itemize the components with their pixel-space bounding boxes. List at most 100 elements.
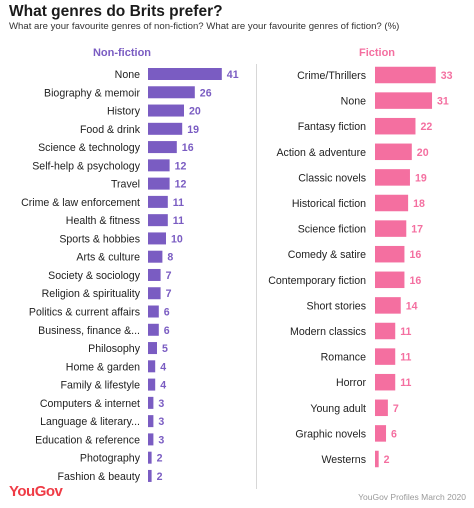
bar	[375, 66, 436, 84]
value-label: 7	[166, 288, 172, 300]
category-label: Photography	[80, 453, 141, 465]
panel-divider	[256, 64, 257, 489]
value-label: 2	[384, 454, 390, 466]
category-label: Fantasy fiction	[298, 121, 366, 133]
category-label: Crime/Thrillers	[297, 70, 366, 82]
yougov-logo: YouGov	[9, 483, 63, 500]
bar	[375, 245, 405, 263]
value-label: 4	[160, 380, 166, 392]
value-label: 3	[158, 416, 164, 428]
category-label: Health & fitness	[66, 215, 140, 227]
fiction-panel: Fiction Crime/Thrillers 33 None 31 Fantasy fi…	[268, 47, 453, 468]
category-label: Young adult	[310, 403, 366, 415]
bar	[148, 232, 166, 245]
value-label: 11	[173, 197, 184, 209]
bar	[375, 143, 412, 161]
bar	[148, 122, 183, 135]
value-label: 11	[400, 352, 411, 364]
bar	[148, 104, 184, 117]
category-label: Short stories	[307, 300, 366, 312]
bar	[148, 177, 170, 190]
value-label: 16	[182, 142, 194, 154]
category-label: Society & sociology	[48, 270, 141, 282]
category-label: Sports & hobbies	[59, 233, 140, 245]
category-label: Business, finance &...	[38, 325, 140, 337]
bar	[148, 323, 159, 336]
category-label: Comedy & satire	[288, 249, 366, 261]
bar	[375, 92, 433, 109]
value-label: 3	[158, 398, 164, 410]
chart-title: What genres do Brits prefer?	[9, 3, 223, 20]
category-label: Science fiction	[298, 224, 366, 236]
category-label: Modern classics	[290, 326, 366, 338]
value-label: 6	[164, 307, 170, 319]
category-label: Food & drink	[80, 124, 141, 136]
value-label: 20	[417, 147, 429, 159]
value-label: 20	[189, 106, 201, 118]
category-label: Graphic novels	[295, 428, 366, 440]
category-label: Historical fiction	[292, 198, 366, 210]
value-label: 12	[175, 160, 187, 172]
category-label: None	[115, 69, 140, 81]
bar	[148, 451, 152, 464]
bar	[148, 250, 163, 263]
value-label: 12	[175, 179, 187, 191]
value-label: 26	[200, 87, 212, 99]
value-label: 8	[167, 252, 173, 264]
bar	[148, 342, 157, 355]
bar	[148, 378, 156, 391]
value-label: 17	[411, 224, 423, 236]
value-label: 6	[391, 428, 397, 440]
category-label: None	[341, 96, 366, 108]
bar	[148, 86, 195, 99]
category-label: Politics & current affairs	[29, 307, 140, 319]
category-label: Science & technology	[38, 142, 141, 154]
bar	[148, 415, 154, 428]
value-label: 5	[162, 343, 168, 355]
value-label: 11	[400, 326, 411, 338]
category-label: Travel	[111, 179, 140, 191]
value-label: 2	[157, 453, 163, 465]
chart-subtitle: What are your favourite genres of non-fi…	[9, 21, 400, 32]
value-label: 16	[409, 275, 421, 287]
value-label: 14	[406, 300, 418, 312]
category-label: Computers & internet	[40, 398, 140, 410]
value-label: 11	[400, 377, 411, 389]
bar	[148, 141, 177, 154]
bar	[148, 433, 154, 446]
category-label: Fashion & beauty	[58, 471, 141, 483]
bar	[375, 169, 410, 186]
value-label: 33	[441, 70, 453, 82]
category-label: Family & lifestyle	[61, 380, 141, 392]
bar	[148, 159, 170, 172]
bar	[375, 194, 409, 212]
category-label: Classic novels	[298, 172, 366, 184]
value-label: 22	[420, 121, 432, 133]
category-label: Westerns	[321, 454, 366, 466]
bar	[375, 117, 416, 135]
category-label: Biography & memoir	[44, 87, 140, 99]
bar	[375, 399, 388, 417]
value-label: 7	[166, 270, 172, 282]
value-label: 18	[413, 198, 425, 210]
bar	[148, 305, 159, 318]
bar	[148, 195, 168, 208]
bar	[375, 425, 387, 442]
category-label: Religion & spirituality	[42, 288, 141, 300]
bar	[148, 68, 222, 80]
category-label: Language & literary...	[40, 416, 140, 428]
category-label: Philosophy	[88, 343, 141, 355]
category-label: Home & garden	[66, 361, 140, 373]
value-label: 11	[173, 215, 184, 227]
bar	[375, 297, 401, 314]
category-label: Horror	[336, 377, 366, 389]
bar	[375, 271, 405, 289]
value-label: 2	[157, 471, 163, 483]
category-label: Contemporary fiction	[268, 275, 366, 287]
value-label: 3	[158, 434, 164, 446]
value-label: 4	[160, 361, 166, 373]
panel-title: Non-fiction	[93, 47, 151, 59]
category-label: Self-help & psychology	[32, 160, 140, 172]
value-label: 16	[409, 249, 421, 261]
